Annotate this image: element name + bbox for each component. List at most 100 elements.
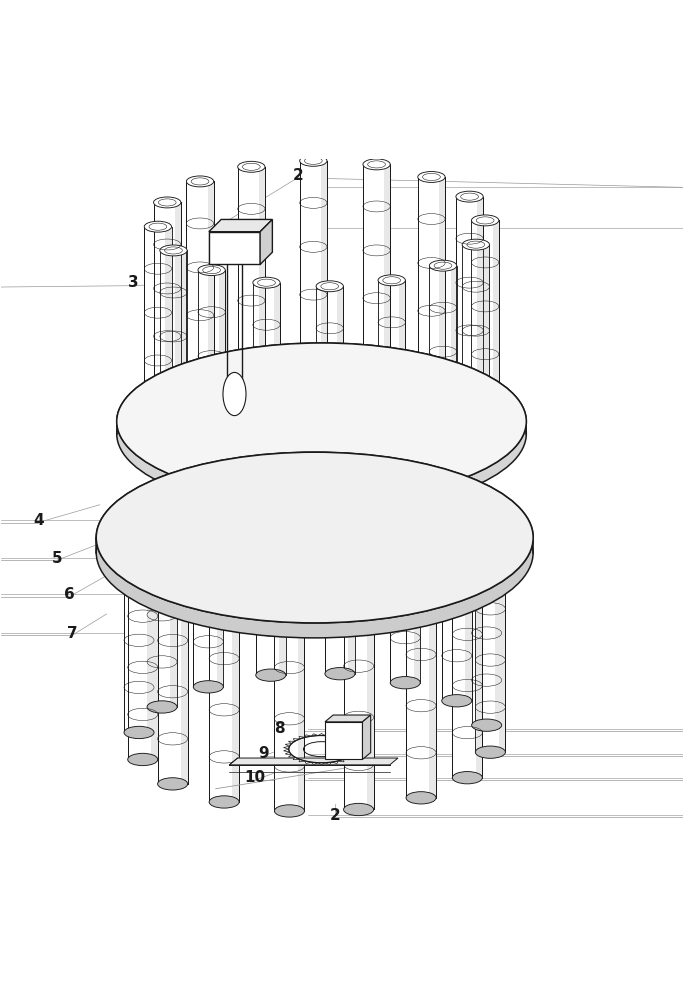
- Ellipse shape: [391, 677, 420, 689]
- Polygon shape: [283, 746, 289, 749]
- Polygon shape: [343, 605, 373, 809]
- Ellipse shape: [147, 496, 177, 508]
- Polygon shape: [300, 161, 327, 352]
- Polygon shape: [283, 749, 289, 752]
- Polygon shape: [325, 762, 332, 765]
- Polygon shape: [354, 746, 360, 749]
- Ellipse shape: [96, 452, 533, 623]
- Polygon shape: [253, 283, 280, 474]
- Ellipse shape: [160, 245, 187, 256]
- Ellipse shape: [462, 430, 490, 441]
- Ellipse shape: [316, 281, 343, 292]
- Ellipse shape: [124, 522, 154, 534]
- Ellipse shape: [144, 412, 172, 423]
- Polygon shape: [279, 470, 286, 675]
- Ellipse shape: [442, 695, 472, 707]
- Ellipse shape: [363, 159, 391, 170]
- Polygon shape: [475, 573, 482, 778]
- Polygon shape: [338, 736, 344, 739]
- Ellipse shape: [117, 343, 526, 500]
- Ellipse shape: [128, 753, 158, 766]
- Polygon shape: [414, 478, 420, 683]
- Polygon shape: [325, 722, 363, 759]
- Ellipse shape: [430, 260, 457, 271]
- Polygon shape: [237, 167, 265, 358]
- Text: 7: 7: [67, 626, 78, 641]
- Ellipse shape: [124, 726, 154, 739]
- Polygon shape: [430, 593, 436, 798]
- Polygon shape: [472, 520, 501, 725]
- Polygon shape: [352, 744, 358, 746]
- Polygon shape: [157, 579, 187, 784]
- Polygon shape: [299, 736, 305, 739]
- Polygon shape: [348, 469, 355, 674]
- Ellipse shape: [186, 176, 213, 187]
- Ellipse shape: [198, 456, 225, 467]
- Ellipse shape: [186, 367, 213, 378]
- Ellipse shape: [237, 352, 265, 363]
- Polygon shape: [181, 250, 187, 442]
- Polygon shape: [160, 250, 187, 442]
- Polygon shape: [144, 227, 172, 418]
- Ellipse shape: [256, 669, 286, 681]
- Polygon shape: [154, 202, 181, 394]
- Ellipse shape: [300, 346, 327, 357]
- Polygon shape: [229, 758, 398, 765]
- Polygon shape: [181, 579, 187, 784]
- Polygon shape: [299, 759, 305, 762]
- Polygon shape: [332, 761, 338, 763]
- Text: 8: 8: [274, 721, 285, 736]
- Ellipse shape: [475, 541, 505, 554]
- Polygon shape: [170, 502, 177, 707]
- Text: 10: 10: [245, 770, 266, 785]
- Polygon shape: [332, 735, 338, 737]
- Ellipse shape: [452, 567, 482, 579]
- Ellipse shape: [253, 277, 280, 288]
- Polygon shape: [475, 547, 505, 752]
- Polygon shape: [337, 286, 343, 477]
- Polygon shape: [305, 735, 311, 737]
- Text: 6: 6: [64, 587, 75, 602]
- Polygon shape: [378, 280, 406, 471]
- Polygon shape: [352, 752, 358, 755]
- Polygon shape: [316, 286, 343, 477]
- Polygon shape: [233, 597, 239, 802]
- Polygon shape: [325, 469, 355, 674]
- Polygon shape: [219, 270, 225, 461]
- Polygon shape: [147, 502, 177, 707]
- Polygon shape: [217, 482, 224, 687]
- Polygon shape: [209, 232, 260, 264]
- Polygon shape: [484, 245, 490, 436]
- Ellipse shape: [209, 591, 239, 603]
- Polygon shape: [128, 555, 158, 759]
- Polygon shape: [399, 280, 406, 471]
- Polygon shape: [318, 733, 325, 736]
- Ellipse shape: [157, 778, 187, 790]
- Polygon shape: [442, 496, 472, 701]
- Ellipse shape: [274, 805, 304, 817]
- Ellipse shape: [198, 265, 225, 276]
- Ellipse shape: [157, 573, 187, 585]
- Ellipse shape: [456, 191, 483, 202]
- Ellipse shape: [316, 472, 343, 483]
- Polygon shape: [384, 164, 391, 356]
- Polygon shape: [194, 482, 224, 687]
- Polygon shape: [321, 161, 327, 352]
- Polygon shape: [285, 752, 291, 755]
- Ellipse shape: [472, 719, 501, 731]
- Text: 2: 2: [292, 168, 303, 183]
- Ellipse shape: [418, 363, 445, 374]
- Ellipse shape: [456, 382, 483, 393]
- Polygon shape: [465, 496, 472, 701]
- Polygon shape: [439, 177, 445, 368]
- Ellipse shape: [343, 599, 373, 611]
- Polygon shape: [209, 597, 239, 802]
- Ellipse shape: [391, 472, 420, 484]
- Ellipse shape: [418, 172, 445, 182]
- Ellipse shape: [406, 792, 436, 804]
- Polygon shape: [209, 219, 272, 232]
- Polygon shape: [124, 528, 154, 732]
- Ellipse shape: [160, 436, 187, 447]
- Ellipse shape: [117, 355, 526, 512]
- Ellipse shape: [96, 467, 533, 638]
